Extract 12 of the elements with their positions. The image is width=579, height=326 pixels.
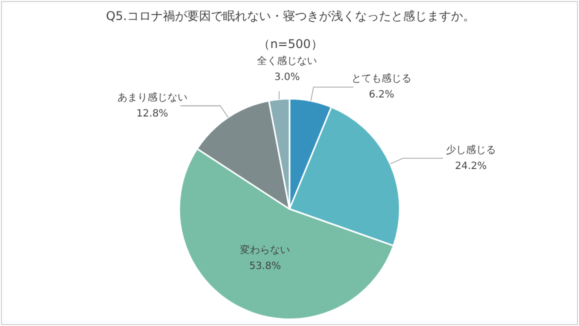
data-label: 3.0% xyxy=(274,72,300,83)
data-label: 53.8% xyxy=(249,261,281,272)
slice-label: とても感じる xyxy=(352,72,412,85)
slice-label: 少し感じる xyxy=(446,144,496,156)
chart-title: Q5.コロナ禍が要因で眠れない・寝つきが浅くなったと感じますか。 xyxy=(105,8,476,25)
data-label: 6.2% xyxy=(368,90,394,101)
slice-label: あまり感じない xyxy=(117,91,188,104)
slice-label: 変わらない xyxy=(240,244,290,256)
data-label: 24.2% xyxy=(455,160,487,172)
data-label: 12.8% xyxy=(136,108,168,120)
chart-subtitle: （n=500） xyxy=(257,36,324,53)
slice-label: 全く感じない xyxy=(257,54,318,67)
